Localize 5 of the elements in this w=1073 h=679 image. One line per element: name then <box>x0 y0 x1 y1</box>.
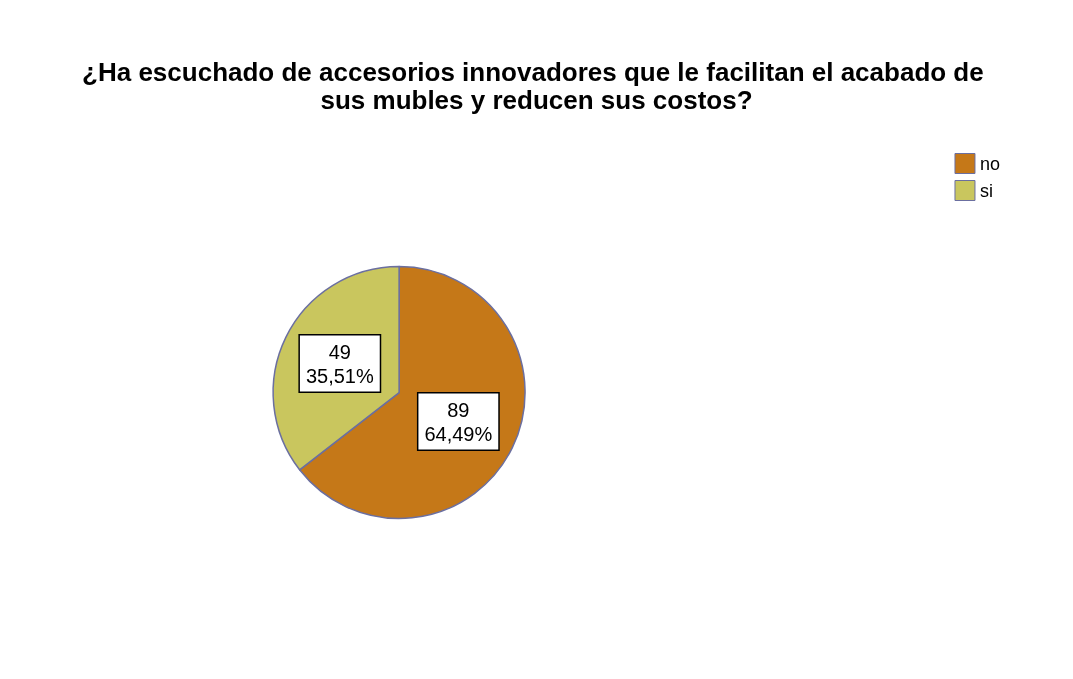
chart-title: ¿Ha escuchado de accesorios innovadores que le facilitan el acabado de sus mubles y reducen sus costos? <box>82 57 991 115</box>
legend-label: si <box>979 180 993 201</box>
legend-label: no <box>979 153 1001 174</box>
data-label: 49 35,51% <box>305 340 374 387</box>
data-label: 89 64,49% <box>424 398 493 445</box>
